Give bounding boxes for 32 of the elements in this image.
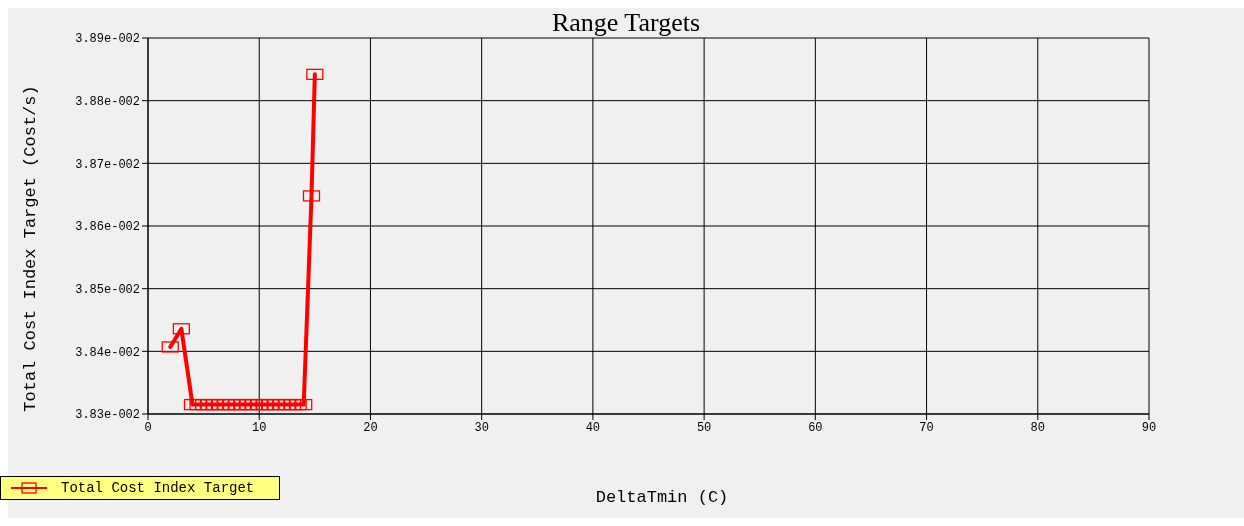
point <box>289 398 307 411</box>
x-tick-label: 0 <box>144 420 152 435</box>
x-tick-label: 70 <box>919 420 934 435</box>
y-tick-label: 3.88e-002 <box>75 94 140 109</box>
x-tick-label: 10 <box>252 420 267 435</box>
x-tick-label: 40 <box>585 420 601 435</box>
chart-title: Range Targets <box>551 8 701 37</box>
y-tick-label: 3.83e-002 <box>75 408 140 423</box>
x-tick-label: 90 <box>1141 420 1157 435</box>
point <box>245 398 263 411</box>
x-tick-label: 60 <box>808 420 823 435</box>
y-tick-label: 3.87e-002 <box>75 157 140 172</box>
point <box>278 398 296 411</box>
point <box>267 398 285 411</box>
x-tick-label: 30 <box>474 420 489 435</box>
point <box>228 398 246 411</box>
point <box>295 398 313 411</box>
y-axis-title: Total Cost Index Target (Cost/s) <box>20 84 40 412</box>
point <box>189 398 207 411</box>
point <box>206 398 224 411</box>
point <box>256 398 274 411</box>
y-tick-label: 3.89e-002 <box>75 32 140 47</box>
x-axis-title: DeltaTmin (C) <box>595 488 729 507</box>
y-tick-label: 3.85e-002 <box>75 282 140 297</box>
legend-label: Total Cost Index Target <box>61 480 255 496</box>
y-tick-label: 3.84e-002 <box>75 345 140 360</box>
point <box>217 398 235 411</box>
point <box>239 398 257 411</box>
x-tick-label: 50 <box>696 420 712 435</box>
y-tick-label: 3.86e-002 <box>75 220 140 235</box>
x-tick-label: 20 <box>363 420 378 435</box>
x-tick-label: 80 <box>1030 420 1045 435</box>
